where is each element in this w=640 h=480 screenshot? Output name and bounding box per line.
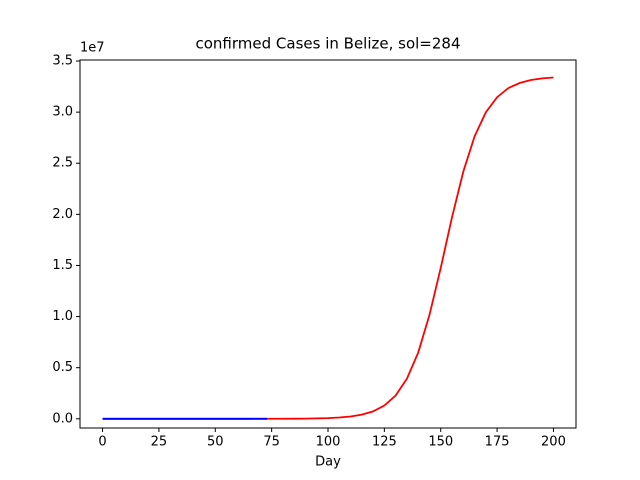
x-axis-label: Day [315,455,341,470]
y-tick-label: 1.5 [52,258,73,273]
x-tick-label: 0 [98,435,106,450]
y-tick-label: 0.5 [52,360,73,375]
x-tick-label: 50 [207,435,224,450]
y-tick-label: 3.0 [52,105,73,120]
x-tick-label: 75 [263,435,280,450]
x-tick-label: 100 [316,435,341,450]
x-tick-label: 125 [372,435,397,450]
axes-frame [79,59,577,429]
x-tick-label: 25 [151,435,168,450]
x-tick-label: 175 [485,435,510,450]
y-tick-label: 0.0 [52,411,73,426]
x-tick-label: 200 [541,435,566,450]
y-tick-label: 3.5 [52,54,73,69]
y-tick-label: 1.0 [52,309,73,324]
y-tick-label: 2.0 [52,207,73,222]
y-tick-label: 2.5 [52,156,73,171]
x-tick-label: 150 [428,435,453,450]
chart-title: confirmed Cases in Belize, sol=284 [196,35,461,53]
y-offset-label: 1e7 [80,41,105,56]
